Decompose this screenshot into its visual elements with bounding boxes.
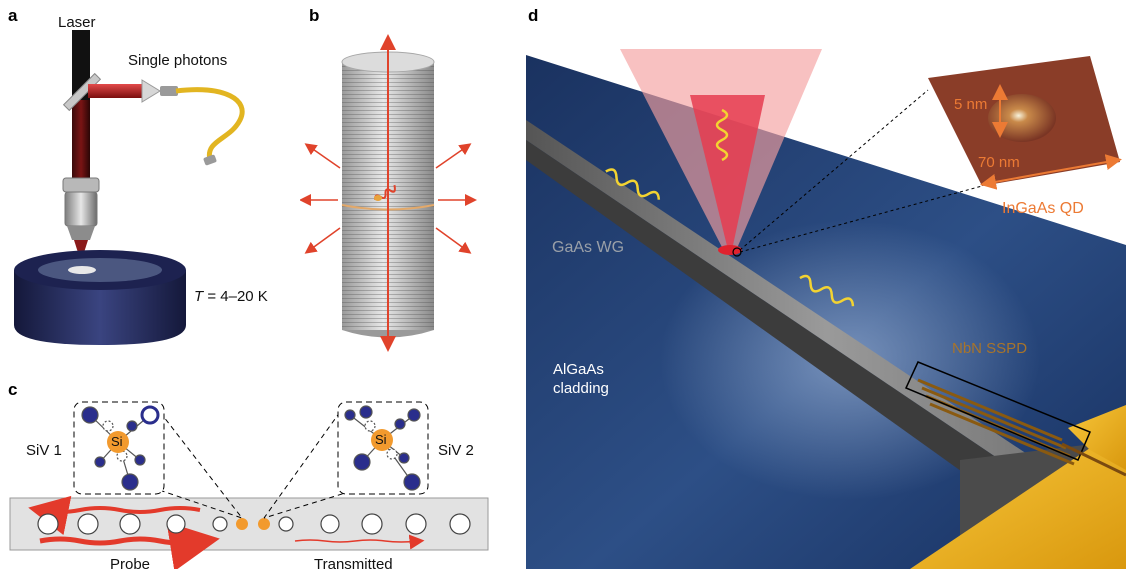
side-emission-arrow-ll: [304, 227, 341, 254]
height-5nm-label: 5 nm: [954, 96, 988, 113]
zoom-line-1a: [99, 469, 243, 519]
photon-wave-left: [605, 168, 661, 200]
optical-fiber: [175, 87, 245, 161]
temperature-value: = 4–20 K: [203, 288, 268, 305]
algaas-cladding-label: AlGaAs cladding: [553, 360, 609, 398]
nbn-sspd-label: NbN SSPD: [952, 340, 1028, 357]
single-photons-label: Single photons: [128, 52, 228, 69]
si-label-1: Si: [111, 434, 123, 449]
algaas-cladding-line2: cladding: [553, 380, 609, 397]
temperature-variable: T: [194, 288, 204, 305]
gaas-wg-label: GaAs WG: [552, 239, 625, 256]
width-arrow-left: [980, 171, 1051, 190]
side-emission-arrow-lr: [435, 227, 472, 254]
siv-emitter-1: [236, 518, 248, 530]
laser-spot: [718, 245, 742, 255]
temperature-label: T = 4–20 K: [194, 288, 268, 305]
probe-wave: [39, 521, 220, 569]
laser-cone-inner: [690, 95, 765, 250]
gaas-waveguide: [526, 120, 1126, 545]
panel-letter-d: d: [528, 6, 539, 25]
algaas-cladding-line1: AlGaAs: [553, 361, 604, 378]
side-emission-arrow-ur: [435, 143, 472, 169]
gold-contact-bottom: [910, 448, 1126, 569]
siv1-lattice: [81, 405, 160, 491]
laser-label: Laser: [58, 14, 96, 31]
collection-lens: [141, 79, 161, 103]
siv2-label: SiV 2: [438, 442, 474, 459]
si-label-2: Si: [375, 432, 387, 447]
reflected-wave: [28, 495, 201, 536]
beam-splitter: [62, 72, 102, 112]
transmitted-wave: [294, 534, 425, 550]
transmitted-label: Transmitted: [314, 556, 393, 573]
panel-c-siv-waveguide: [9, 401, 489, 569]
width-70nm-label: 70 nm: [978, 154, 1020, 171]
fiber-coupler: [160, 86, 178, 96]
gold-contact-right: [1068, 405, 1126, 470]
cryostat-window: [38, 258, 162, 282]
zoom-line-top: [739, 89, 929, 251]
panel-letter-b: b: [309, 6, 320, 25]
panel-letter-a: a: [8, 6, 18, 25]
panel-letter-c: c: [8, 380, 18, 399]
photon-beam-horizontal: [88, 84, 148, 98]
ingaas-qd-label: InGaAs QD: [1002, 200, 1084, 217]
siv2-lattice: [344, 405, 421, 491]
siv1-label: SiV 1: [26, 442, 62, 459]
siv-emitter-2: [258, 518, 270, 530]
sspd-lead: [1061, 442, 1126, 477]
objective-collar: [62, 177, 100, 193]
side-emission-arrow-ul: [304, 143, 341, 169]
panel-b-micropillar: [300, 34, 477, 352]
cryostat-body: [14, 270, 186, 345]
photon-wave-right: [799, 274, 855, 307]
panel-d-integrated-chip: [526, 49, 1126, 569]
fiber-end: [203, 154, 217, 166]
laser-beam-vertical: [72, 100, 90, 180]
probe-label: Probe: [110, 556, 151, 573]
afm-qd-dome: [988, 94, 1056, 142]
objective-tip: [67, 226, 95, 240]
photonic-crystal-holes: [37, 513, 471, 535]
panel-a-illustration: [14, 30, 245, 345]
sspd-bounding-box: [904, 361, 1091, 461]
objective-body: [64, 191, 98, 227]
sample-spot: [68, 266, 96, 274]
zoom-line-2a: [263, 411, 341, 519]
zoom-line-1b: [159, 411, 243, 519]
width-arrow-right: [1049, 154, 1122, 173]
quantum-dot: [374, 195, 382, 201]
photon-wave-vertical: [715, 108, 729, 162]
